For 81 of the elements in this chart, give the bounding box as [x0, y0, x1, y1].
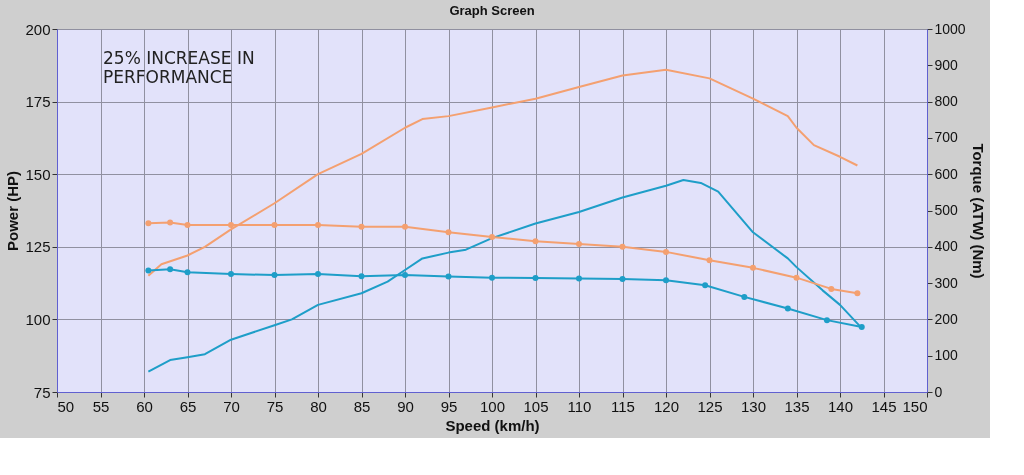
x-tick-label: 80 — [310, 397, 327, 415]
y-tick-label: 200 — [25, 20, 51, 38]
y2-tick-label: 300 — [934, 274, 959, 291]
point — [619, 276, 626, 283]
point — [315, 271, 321, 278]
point — [793, 274, 800, 281]
point — [358, 273, 365, 280]
point — [228, 222, 234, 229]
x-tick-label: 50 — [57, 397, 75, 415]
x-tick-label: 75 — [266, 397, 284, 415]
y-tick-label: 75 — [33, 383, 51, 401]
y-tick-label: 100 — [25, 310, 51, 328]
y2-tick-label: 100 — [934, 347, 959, 364]
point — [489, 234, 495, 240]
point — [184, 269, 191, 276]
x-tick-label: 130 — [740, 397, 767, 415]
x-tick-label: 90 — [397, 397, 414, 415]
y-tick-label: 150 — [25, 165, 51, 183]
point — [271, 222, 278, 229]
y2-tick-label: 1000 — [934, 20, 966, 37]
y2-tick-label: 400 — [934, 238, 959, 255]
point — [858, 324, 865, 331]
point — [184, 222, 191, 229]
x-tick-label: 135 — [784, 397, 810, 415]
point — [228, 271, 234, 278]
point — [702, 282, 709, 289]
point — [167, 219, 174, 226]
point — [741, 293, 748, 300]
x-tick-label: 125 — [697, 397, 723, 415]
point — [823, 317, 830, 324]
y2-tick-label: 0 — [934, 383, 943, 400]
x-tick-label: 65 — [179, 397, 197, 415]
x-tick-label: 150 — [902, 397, 928, 415]
point — [532, 275, 539, 282]
point — [145, 220, 152, 227]
point — [750, 264, 756, 271]
point — [706, 257, 713, 264]
point — [402, 272, 408, 279]
point — [402, 223, 408, 230]
point — [271, 272, 278, 279]
point — [663, 277, 669, 284]
x-tick-label: 110 — [567, 397, 592, 415]
x-tick-label: 120 — [653, 397, 680, 415]
x-tick-label: 100 — [479, 397, 506, 415]
point — [315, 222, 321, 229]
x-tick-label: 60 — [136, 397, 153, 415]
y2-tick-label: 200 — [934, 310, 959, 327]
x-tick-label: 145 — [871, 397, 897, 415]
x-tick-label: 140 — [827, 397, 854, 415]
point — [145, 267, 152, 274]
point — [358, 223, 365, 230]
point — [532, 238, 539, 245]
point — [828, 285, 835, 292]
x-tick-label: 70 — [223, 397, 240, 415]
chart-title: Graph Screen — [449, 3, 535, 18]
x-axis-title: Speed (km/h) — [445, 416, 540, 434]
point — [167, 266, 174, 273]
y2-tick-label: 700 — [934, 129, 959, 146]
y-axis-title: Power (HP) — [4, 170, 22, 252]
y2-tick-label: 500 — [934, 202, 959, 218]
x-tick-label: 85 — [353, 397, 371, 415]
y-tick-label: 125 — [25, 238, 51, 256]
point — [854, 290, 861, 297]
x-tick-label: 95 — [440, 397, 458, 415]
point — [663, 248, 669, 255]
point — [576, 240, 582, 247]
point — [445, 229, 452, 236]
y-tick-label: 175 — [25, 93, 51, 111]
y2-tick-label: 900 — [934, 56, 959, 73]
point — [445, 273, 452, 280]
y2-tick-label: 600 — [934, 165, 959, 182]
point — [576, 275, 582, 282]
y2-axis-title: Torque (ATW) (Nm) — [969, 143, 987, 279]
point — [784, 305, 791, 312]
x-tick-label: 115 — [611, 397, 635, 415]
point — [619, 243, 626, 250]
annotation: 25% INCREASE IN PERFORMANCE — [103, 48, 255, 87]
x-tick-label: 105 — [523, 397, 549, 415]
x-tick-label: 55 — [92, 397, 110, 415]
point — [489, 274, 495, 281]
y2-tick-label: 800 — [934, 93, 959, 110]
